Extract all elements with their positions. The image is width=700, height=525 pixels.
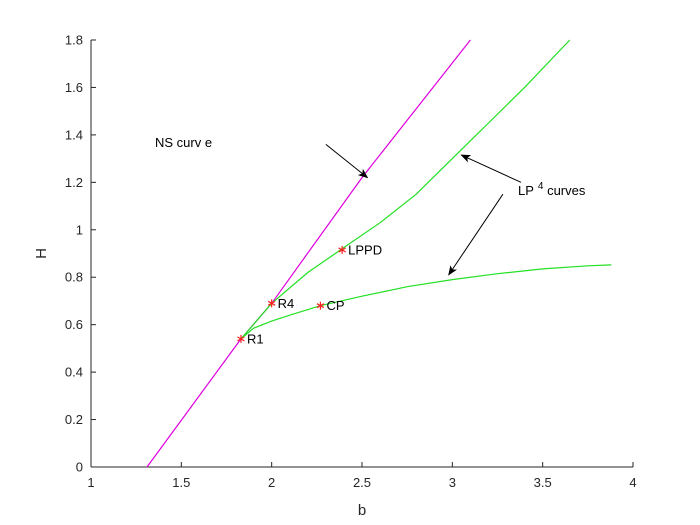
series-line-1	[240, 39, 571, 340]
point-label: LPPD	[348, 242, 382, 257]
y-tick-label: 1	[76, 222, 83, 237]
y-axis-label: H	[33, 248, 50, 259]
series-line-0	[146, 39, 471, 468]
point-cp: CP	[316, 298, 345, 313]
y-tick-label: 0.4	[65, 365, 83, 380]
annotations-layer: NS curv e LP 4 curves	[155, 135, 586, 276]
x-tick-label: 3	[449, 475, 456, 490]
point-r4: R4	[267, 296, 295, 311]
series-line-2	[240, 264, 612, 340]
x-tick-label: 3.5	[534, 475, 552, 490]
x-axis-label: b	[358, 502, 366, 519]
point-label: R1	[247, 331, 264, 346]
axes: 1 1.5 2 2.5 3 3.5 4 0 0.2 0.4 0.6 0.8 1 1.2 1.4 1.6 1.8 b…	[33, 33, 637, 520]
point-label: R4	[278, 296, 295, 311]
y-tick-label: 0.2	[65, 412, 83, 427]
y-tick-label: 1.6	[65, 80, 83, 95]
point-marker	[267, 300, 276, 306]
x-tick-label: 4	[629, 475, 636, 490]
annotation-lp4-curves-label: LP 4 curves	[518, 181, 586, 198]
x-tick-label: 1.5	[172, 475, 190, 490]
annotation-lp4-arrow-2	[448, 193, 504, 276]
y-tick-label: 1.2	[65, 175, 83, 190]
points-layer: R1 R4 LPPD CP	[237, 242, 382, 346]
point-label: CP	[326, 298, 344, 313]
x-tick-label: 1	[87, 475, 94, 490]
x-tick-label: 2.5	[353, 475, 371, 490]
point-marker	[338, 247, 346, 253]
annotation-lp4-arrow-1	[460, 154, 522, 183]
y-tick-label: 0.8	[65, 270, 83, 285]
point-marker	[237, 336, 245, 342]
x-tick-label: 2	[268, 475, 275, 490]
annotation-ns-curve-label: NS curv e	[155, 135, 212, 150]
y-tick-label: 1.8	[65, 33, 83, 48]
point-lppd: LPPD	[338, 242, 382, 257]
point-marker	[316, 303, 325, 309]
y-tick-label: 0	[76, 460, 83, 475]
point-r1: R1	[237, 331, 264, 346]
annotation-ns-arrow	[325, 143, 369, 179]
y-tick-label: 0.6	[65, 317, 83, 332]
y-tick-label: 1.4	[65, 127, 83, 142]
